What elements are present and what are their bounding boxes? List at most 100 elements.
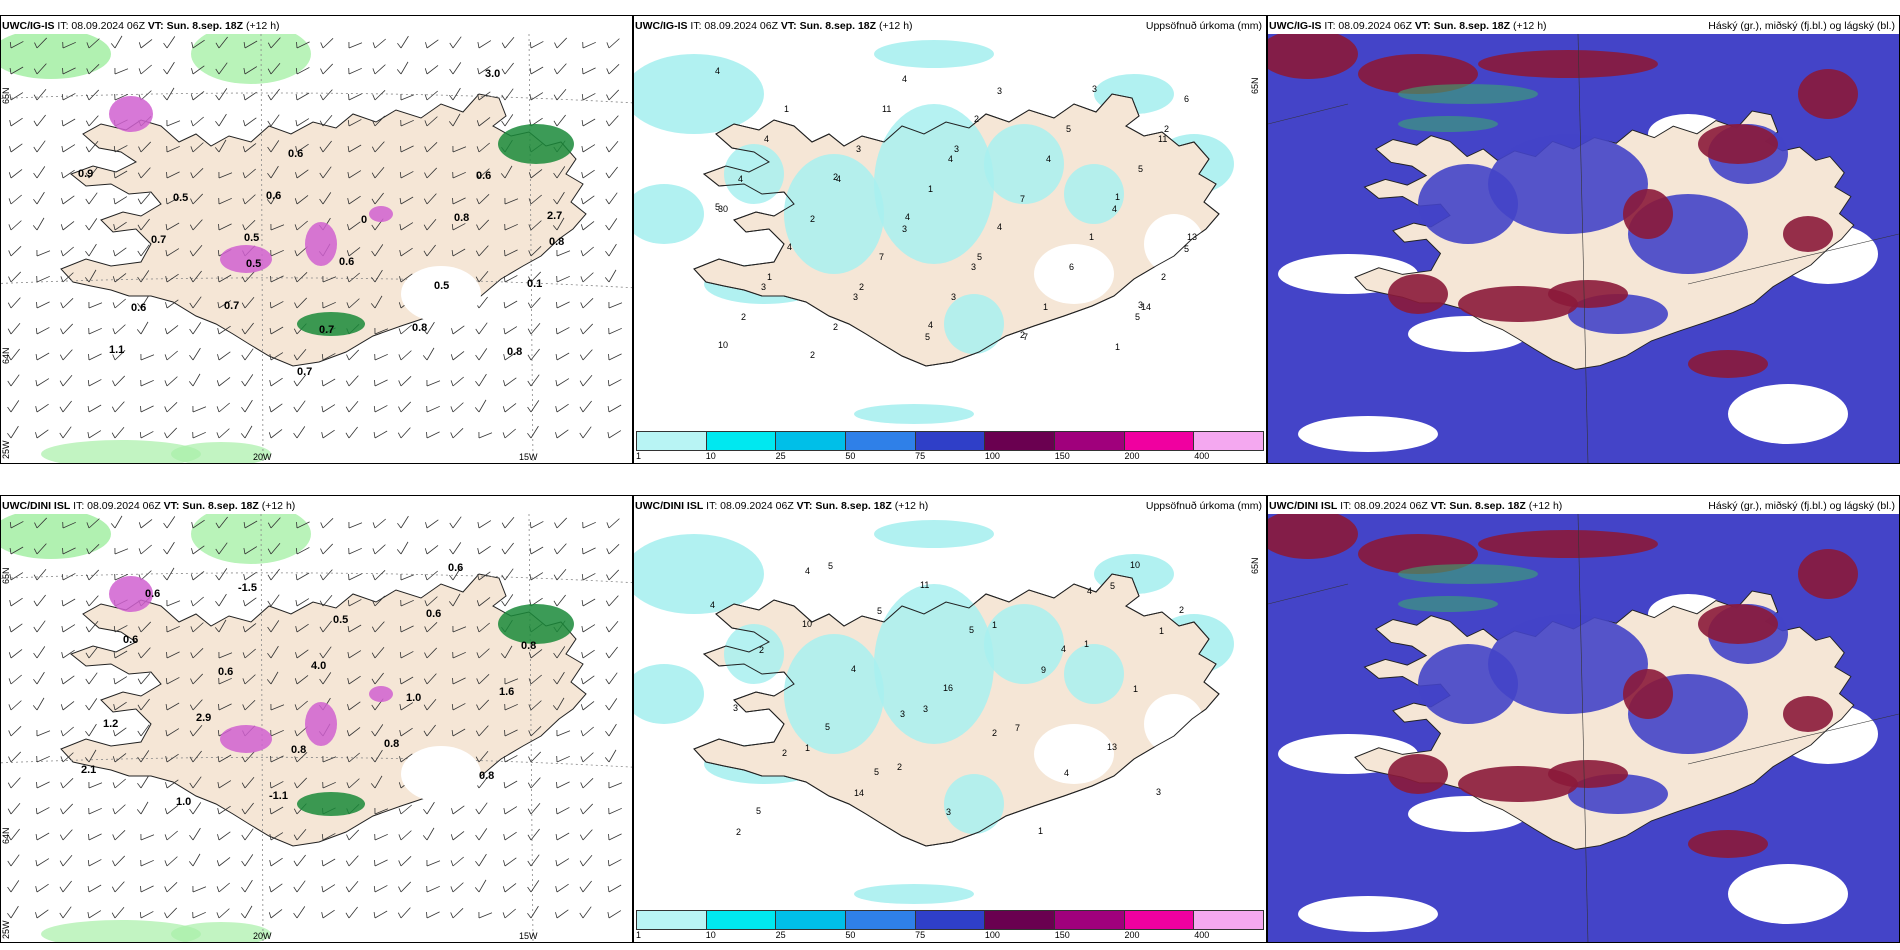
wind-barb-feather — [111, 886, 116, 893]
wind-barb-feather — [61, 172, 64, 179]
wind-barb-feather — [450, 834, 454, 841]
wind-barb-feather — [34, 42, 38, 49]
precip-area — [171, 922, 271, 942]
wind-barb — [244, 623, 257, 633]
wind-barb — [504, 351, 517, 361]
wind-barb-feather — [189, 756, 194, 763]
map-precip-wind[interactable]: 0.60.60.50.80.61.01.20.80.81.0-1.50.60.6… — [1, 514, 632, 943]
wind-barb-feather — [346, 250, 350, 257]
wind-barb-feather — [189, 302, 194, 309]
wind-barb — [192, 296, 202, 309]
wind-barb — [608, 192, 618, 205]
wind-barb-feather — [215, 574, 220, 581]
wind-barb-feather — [241, 834, 246, 841]
wind-barb-feather — [215, 600, 220, 607]
wind-barb-feather — [112, 328, 116, 335]
value-label: 2 — [782, 748, 787, 758]
wind-barb — [296, 521, 310, 529]
meridian-line — [1577, 514, 1589, 942]
wind-barb — [270, 224, 285, 231]
wind-barb — [218, 677, 232, 685]
value-label: 7 — [1015, 723, 1020, 733]
map-accumulated-precip[interactable]: 3225411311341246753451043422314541311643… — [634, 34, 1266, 430]
wind-barb-feather — [321, 833, 324, 841]
wind-barb-feather — [9, 548, 12, 555]
value-label: 10 — [1130, 560, 1140, 570]
wind-barb — [296, 751, 308, 763]
parallel-line — [1687, 713, 1899, 765]
wind-barb — [88, 595, 99, 607]
wind-barb — [88, 518, 100, 529]
wind-barb — [530, 271, 542, 283]
wind-barb — [296, 220, 308, 231]
wind-barb-feather — [9, 146, 12, 153]
wind-barb-feather — [8, 704, 12, 711]
wind-barb-feather — [449, 522, 454, 529]
wind-barb-feather — [422, 355, 428, 361]
wind-barb-feather — [84, 277, 90, 283]
wind-barb — [140, 519, 153, 529]
wind-barb — [296, 426, 306, 439]
panel-title-right: Háský (gr.), miðský (fj.bl.) og lágský (… — [1708, 20, 1895, 32]
wind-barb-feather — [527, 886, 532, 893]
wind-barb — [426, 167, 438, 179]
wind-barb-feather — [216, 406, 220, 413]
wind-barb-feather — [243, 94, 246, 101]
colorbar-tick-label: 400 — [1194, 451, 1210, 461]
wind-barb-feather — [8, 250, 12, 257]
value-label: 0.8 — [412, 322, 427, 334]
wind-barb-feather — [449, 548, 454, 555]
wind-barb — [10, 777, 21, 789]
wind-barb-feather — [579, 354, 584, 361]
value-label: 3 — [923, 704, 928, 714]
wind-barb — [348, 401, 359, 413]
wind-barb — [426, 911, 440, 919]
wind-barb-feather — [373, 432, 376, 439]
value-label: 0.5 — [244, 232, 259, 244]
wind-barb-feather — [529, 68, 532, 75]
wind-barb-feather — [60, 730, 64, 737]
value-label: 0.5 — [333, 614, 348, 626]
wind-barb — [218, 703, 232, 711]
wind-barb — [36, 543, 47, 555]
wind-barb-feather — [370, 303, 376, 309]
wind-barb-feather — [7, 912, 12, 919]
wind-barb — [348, 701, 361, 711]
wind-barb-feather — [321, 353, 324, 361]
high-cloud — [1268, 34, 1358, 79]
wind-barb — [296, 649, 309, 659]
wind-barb — [88, 807, 102, 815]
wind-barb-feather — [85, 600, 90, 607]
wind-barb-feather — [294, 756, 298, 763]
wind-barb — [218, 805, 231, 815]
wind-barb-feather — [33, 626, 38, 633]
wind-barb — [426, 65, 439, 75]
wind-barb — [608, 404, 622, 413]
snow-area — [305, 222, 337, 266]
wind-barb-feather — [423, 198, 428, 205]
wind-barb — [322, 429, 335, 439]
wind-barb — [582, 41, 596, 49]
map-precip-wind[interactable]: 0.60.60.500.80.50.50.60.70.80.90.60.80.7… — [1, 34, 632, 464]
wind-barb-feather — [502, 406, 506, 413]
wind-barb-feather — [113, 625, 116, 633]
wind-barb — [140, 570, 152, 581]
wind-barb — [478, 432, 493, 439]
wind-barb-feather — [267, 574, 272, 581]
wind-barb — [10, 880, 20, 893]
map-accumulated-precip[interactable]: 4225451610534253413111310542315742111492… — [634, 514, 1266, 909]
wind-barb — [166, 197, 180, 205]
wind-barb — [556, 517, 568, 529]
wind-barb-feather — [113, 704, 116, 711]
wind-barb — [10, 271, 22, 283]
coastline — [693, 573, 1220, 847]
wind-barb-feather — [215, 120, 220, 127]
wind-barb-feather — [477, 522, 480, 529]
wind-barb — [114, 701, 127, 711]
wind-barb — [348, 906, 358, 919]
map-cloud-cover[interactable] — [1268, 514, 1899, 943]
wind-barb-feather — [503, 860, 506, 867]
value-label: 4 — [805, 566, 810, 576]
map-cloud-cover[interactable] — [1268, 34, 1899, 464]
no-precip-gap — [1144, 214, 1204, 274]
